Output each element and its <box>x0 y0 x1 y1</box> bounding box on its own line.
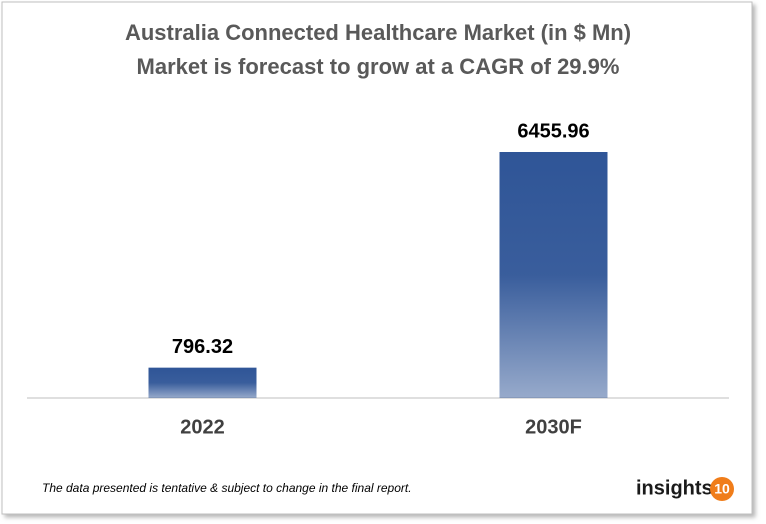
logo-badge-text: 10 <box>714 481 730 497</box>
chart-title: Australia Connected Healthcare Market (i… <box>125 20 631 45</box>
x-tick-label: 2022 <box>180 416 225 438</box>
footnote: The data presented is tentative & subjec… <box>42 481 412 495</box>
bar <box>148 367 257 398</box>
logo-text: insights <box>636 477 713 499</box>
bar <box>499 152 608 398</box>
value-label: 6455.96 <box>517 120 589 142</box>
chart-subtitle: Market is forecast to grow at a CAGR of … <box>137 54 620 79</box>
value-label: 796.32 <box>172 336 233 358</box>
x-tick-label: 2030F <box>525 416 582 438</box>
frame <box>1 1 753 515</box>
logo-badge <box>710 477 734 501</box>
